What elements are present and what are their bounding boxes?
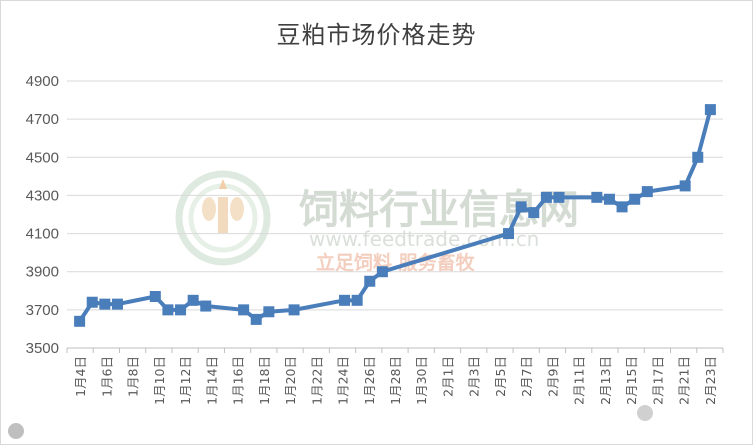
data-point: [263, 306, 275, 318]
y-tick-label: 3700: [26, 302, 59, 319]
x-tick-label: 1月22日: [309, 356, 324, 405]
x-tick-label: 1月28日: [388, 356, 403, 405]
x-tick-label: 2月15日: [624, 356, 639, 405]
data-point: [74, 315, 86, 327]
data-point: [175, 304, 187, 316]
data-point: [603, 193, 615, 205]
x-axis: 1月4日 1月6日 1月8日 1月10日 1月12日 1月14日 1月16日 1月18日 1月2…: [66, 348, 724, 405]
watermark: 饲料行业信息网 www.feedtrade.com.cn 立足饲料 服务畜牧: [175, 170, 579, 274]
data-point: [629, 193, 641, 205]
x-tick-label: 2月7日: [519, 356, 534, 397]
x-tick-label: 1月4日: [73, 356, 88, 397]
x-tick-label: 1月10日: [152, 356, 167, 405]
data-point: [187, 294, 199, 306]
x-tick-label: 1月12日: [178, 356, 193, 405]
data-point: [591, 191, 603, 203]
data-point: [200, 300, 212, 312]
x-tick-label: 2月21日: [677, 356, 692, 405]
data-point: [288, 304, 300, 316]
y-tick-label: 4900: [26, 73, 59, 90]
data-point: [641, 186, 653, 198]
x-tick-label: 1月16日: [231, 356, 246, 405]
x-tick-label: 2月1日: [440, 356, 455, 397]
x-tick-label: 1月14日: [204, 356, 219, 405]
x-tick-label: 2月13日: [598, 356, 613, 405]
data-point: [540, 191, 552, 203]
y-tick-label: 4700: [26, 111, 59, 128]
data-point: [553, 191, 565, 203]
data-point: [503, 228, 515, 240]
x-tick-label: 2月23日: [703, 356, 718, 405]
y-tick-label: 4100: [26, 226, 59, 243]
x-tick-label: 2月11日: [572, 356, 587, 405]
data-point: [515, 201, 527, 213]
data-point: [149, 291, 161, 303]
source-mark-right: 华瑞牧业: [637, 405, 715, 422]
watermark-slogan: 立足饲料 服务畜牧: [316, 251, 476, 274]
data-point: [86, 296, 98, 308]
watermark-logo-icon: [175, 170, 271, 266]
data-point: [111, 298, 123, 310]
y-tick-label: 3900: [26, 264, 59, 281]
data-point: [351, 294, 363, 306]
data-point: [679, 180, 691, 192]
y-tick-label: 3500: [26, 340, 59, 357]
price-series: [74, 104, 716, 327]
data-point: [616, 201, 628, 213]
data-point: [238, 304, 250, 316]
y-tick-label: 4500: [26, 149, 59, 166]
data-point: [704, 104, 716, 116]
data-point: [364, 275, 376, 287]
data-point: [99, 298, 111, 310]
wechat-icon: [637, 405, 653, 421]
data-point: [692, 151, 704, 163]
x-tick-label: 2月3日: [467, 356, 482, 397]
x-tick-label: 1月20日: [283, 356, 298, 405]
x-tick-label: 2月17日: [650, 356, 665, 405]
data-point: [528, 207, 540, 219]
x-tick-label: 1月18日: [257, 356, 272, 405]
x-tick-label: 1月30日: [414, 356, 429, 405]
source-left-icon: [8, 423, 24, 439]
x-tick-label: 1月6日: [99, 356, 114, 397]
x-tick-label: 1月24日: [336, 356, 351, 405]
data-point: [162, 304, 174, 316]
x-tick-label: 2月5日: [493, 356, 508, 397]
data-point: [376, 266, 388, 278]
y-axis: 3500 3700 3900 4100 4300 4500 4700 4900: [26, 73, 59, 357]
data-point: [339, 294, 351, 306]
source-right-label: 华瑞牧业: [659, 405, 715, 422]
x-tick-label: 1月8日: [126, 356, 141, 397]
y-tick-label: 4300: [26, 187, 59, 204]
source-mark-left: 大数跨境: [8, 423, 89, 439]
x-tick-label: 1月26日: [362, 356, 377, 405]
chart-title: 豆粕市场价格走势: [276, 21, 477, 49]
data-point: [250, 313, 262, 325]
watermark-url: www.feedtrade.com.cn: [309, 227, 539, 251]
x-tick-label: 2月9日: [545, 356, 560, 397]
source-left-label: 大数跨境: [41, 424, 89, 439]
